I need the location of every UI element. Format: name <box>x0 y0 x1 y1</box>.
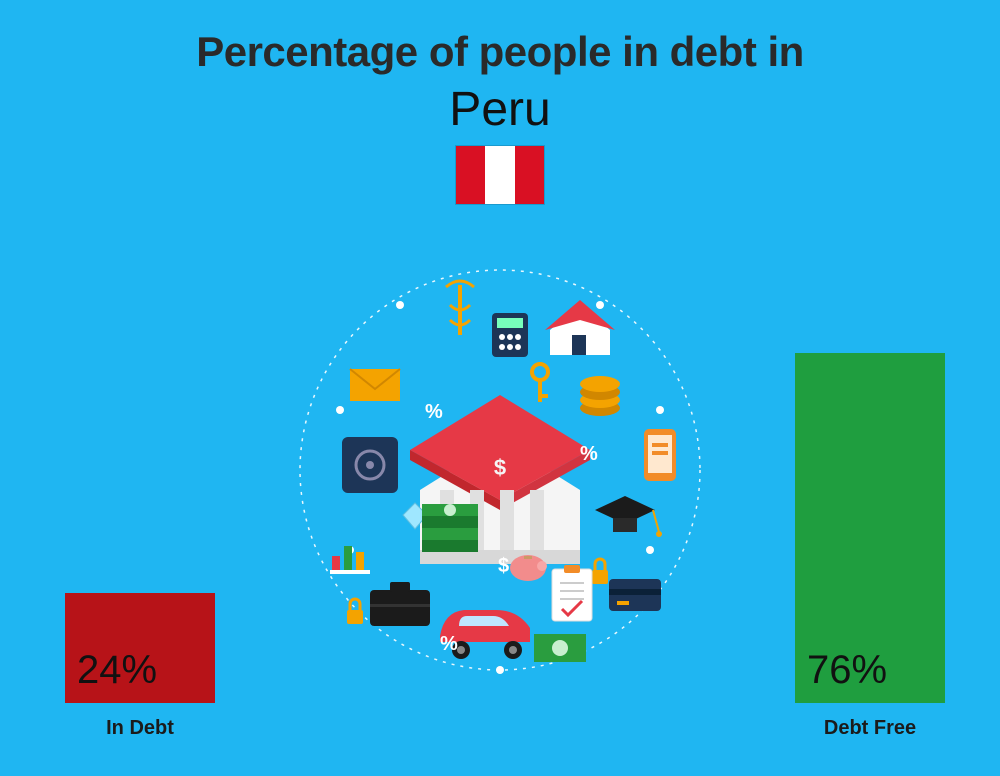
page-title: Percentage of people in debt in <box>0 0 1000 76</box>
svg-text:%: % <box>580 443 598 465</box>
bar-label-in-debt: In Debt <box>65 717 215 740</box>
country-name: Peru <box>0 82 1000 137</box>
svg-text:$: $ <box>498 555 509 577</box>
bar-group-debt-free: 76% Debt Free <box>795 353 945 740</box>
finance-icons-circle-svg: $ <box>280 250 720 690</box>
bar-group-in-debt: 24% In Debt <box>65 593 215 740</box>
flag-stripe-left <box>456 146 485 204</box>
bar-in-debt: 24% <box>65 593 215 703</box>
bar-value-debt-free: 76% <box>807 648 887 693</box>
bar-value-in-debt: 24% <box>77 648 157 693</box>
chart-area: $ <box>0 240 1000 740</box>
country-flag <box>455 145 545 205</box>
svg-text:%: % <box>425 401 443 423</box>
svg-text:%: % <box>440 633 458 655</box>
svg-text:$: $ <box>494 455 506 480</box>
bar-label-debt-free: Debt Free <box>795 717 945 740</box>
finance-illustration: $ <box>280 250 720 690</box>
flag-stripe-right <box>515 146 544 204</box>
bar-debt-free: 76% <box>795 353 945 703</box>
flag-stripe-center <box>485 146 514 204</box>
